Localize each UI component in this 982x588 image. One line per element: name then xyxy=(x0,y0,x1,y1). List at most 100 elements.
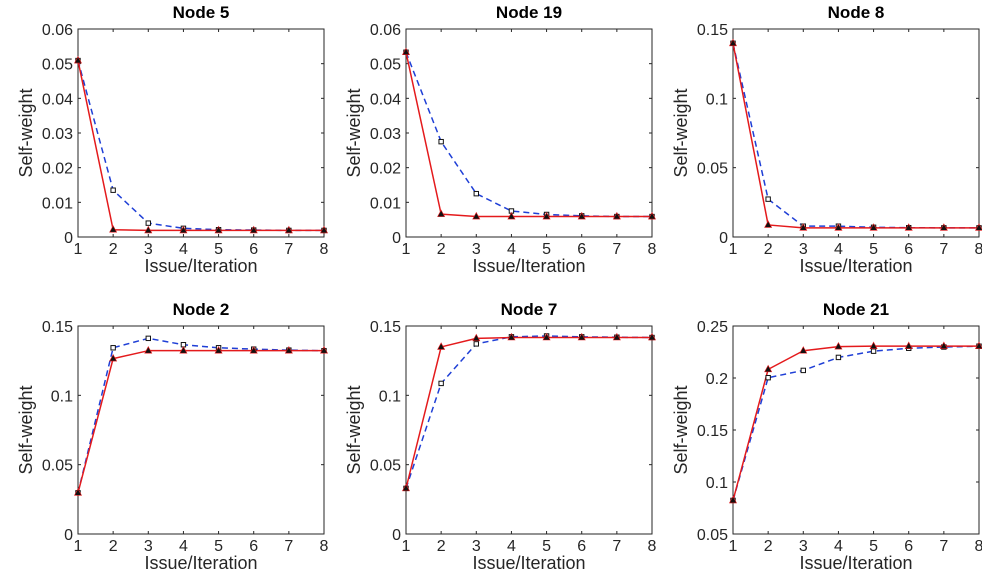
axes-box xyxy=(732,28,980,238)
x-tick-label: 8 xyxy=(648,241,657,258)
solid-series-line xyxy=(77,60,324,232)
square-marker xyxy=(110,345,116,351)
triangle-marker xyxy=(249,225,258,234)
triangle-marker xyxy=(144,225,153,234)
x-tick-label: 4 xyxy=(179,241,188,258)
x-tick-label: 1 xyxy=(402,538,411,555)
triangle-marker xyxy=(284,225,293,234)
y-tick-label: 0.1 xyxy=(379,388,401,405)
x-tick-label: 4 xyxy=(834,538,843,555)
x-tick-label: 3 xyxy=(472,241,481,258)
x-tick-label: 1 xyxy=(729,538,738,555)
y-tick-label: 0.15 xyxy=(697,22,728,39)
x-tick-label: 2 xyxy=(764,241,773,258)
x-tick-label: 8 xyxy=(320,241,329,258)
y-tick-label: 0.03 xyxy=(42,126,73,143)
x-tick-label: 3 xyxy=(144,538,153,555)
y-tick-label: 0.01 xyxy=(370,195,401,212)
x-tick-label: 5 xyxy=(542,241,551,258)
subplot-title: Node 7 xyxy=(501,300,558,319)
y-tick-label: 0 xyxy=(719,230,728,247)
square-marker xyxy=(800,367,806,374)
x-tick-label: 1 xyxy=(74,538,83,555)
subplot: Node 2 1 2 3 4 5 6 7 8 0 0.05 0.1 0.15 Issue/Iteratio… xyxy=(16,300,329,573)
x-axis-label: Issue/Iteration xyxy=(472,553,585,573)
x-tick-label: 2 xyxy=(437,241,446,258)
triangle-marker xyxy=(904,223,913,231)
y-axis-label: Self-weight xyxy=(671,385,691,474)
x-tick-label: 2 xyxy=(437,538,446,555)
subplot: Node 7 1 2 3 4 5 6 7 8 0 0.05 0.1 0.15 Issue/Iteratio… xyxy=(344,300,657,573)
x-tick-label: 7 xyxy=(939,538,948,555)
x-tick-label: 2 xyxy=(764,538,773,555)
triangle-marker xyxy=(647,211,657,220)
y-axis-label: Self-weight xyxy=(344,385,364,474)
x-tick-label: 3 xyxy=(799,538,808,555)
triangle-marker xyxy=(577,332,586,341)
square-marker xyxy=(473,190,479,197)
triangle-marker xyxy=(109,225,118,233)
dashed-series-line xyxy=(77,337,325,493)
triangle-marker xyxy=(612,332,621,341)
triangle-marker xyxy=(401,47,411,56)
triangle-marker xyxy=(612,211,621,220)
x-tick-label: 3 xyxy=(472,538,481,555)
triangle-marker xyxy=(472,211,481,220)
triangle-marker xyxy=(144,346,153,354)
triangle-marker xyxy=(249,346,258,354)
x-tick-label: 4 xyxy=(179,538,188,555)
y-tick-label: 0.05 xyxy=(370,458,401,475)
y-tick-label: 0.01 xyxy=(42,195,73,212)
x-tick-label: 7 xyxy=(612,538,621,555)
x-tick-label: 8 xyxy=(648,538,657,555)
y-tick-label: 0.02 xyxy=(370,161,401,178)
triangle-marker xyxy=(764,220,773,228)
x-tick-label: 2 xyxy=(109,241,118,258)
triangle-marker xyxy=(904,341,913,349)
triangle-marker xyxy=(542,211,551,220)
subplot: Node 211 2 3 4 5 6 7 80.050.10.150.20.25Issue/I… xyxy=(671,300,982,573)
y-axis-label: Self-weight xyxy=(16,385,36,474)
subplot: Node 8 1 2 3 4 5 6 7 8 0 0.05 0.1 0.15 Issue/Iteratio… xyxy=(671,3,982,276)
y-tick-label: 0.06 xyxy=(370,22,401,39)
x-tick-label: 2 xyxy=(109,538,118,555)
y-tick-label: 0 xyxy=(64,527,73,544)
subplot-title: Node 8 xyxy=(828,3,885,22)
y-tick-label: 0 xyxy=(392,230,401,247)
triangle-marker xyxy=(939,223,948,231)
y-tick-label: 0.15 xyxy=(42,319,73,336)
y-tick-label: 0.06 xyxy=(42,22,73,39)
triangle-marker xyxy=(214,346,223,354)
y-tick-label: 0.05 xyxy=(42,57,73,74)
x-tick-label: 5 xyxy=(869,538,878,555)
solid-series-line xyxy=(732,345,979,501)
triangle-marker xyxy=(869,223,878,231)
y-tick-label: 0.02 xyxy=(42,161,73,178)
dashed-series-line xyxy=(77,60,324,232)
y-tick-label: 0.05 xyxy=(42,458,73,475)
y-tick-label: 0.04 xyxy=(370,91,401,108)
y-tick-label: 0.15 xyxy=(697,423,728,440)
x-tick-label: 6 xyxy=(577,538,586,555)
square-marker xyxy=(438,138,444,145)
dashed-series-line xyxy=(405,51,652,218)
x-tick-label: 3 xyxy=(799,241,808,258)
square-marker xyxy=(438,380,444,387)
square-marker xyxy=(110,187,116,193)
axes-box xyxy=(405,28,653,238)
x-tick-label: 5 xyxy=(214,241,223,258)
y-tick-label: 0.05 xyxy=(697,527,728,544)
square-marker xyxy=(835,354,842,361)
triangle-marker xyxy=(647,332,657,341)
y-tick-label: 0.25 xyxy=(697,319,728,336)
triangle-marker xyxy=(577,211,586,220)
x-tick-label: 4 xyxy=(834,241,843,258)
x-tick-label: 6 xyxy=(249,538,258,555)
triangle-marker xyxy=(179,346,188,354)
axes-box xyxy=(405,325,653,535)
x-tick-label: 3 xyxy=(144,241,153,258)
triangle-marker xyxy=(437,209,446,217)
x-axis-label: Issue/Iteration xyxy=(799,553,912,573)
square-marker xyxy=(765,374,771,381)
